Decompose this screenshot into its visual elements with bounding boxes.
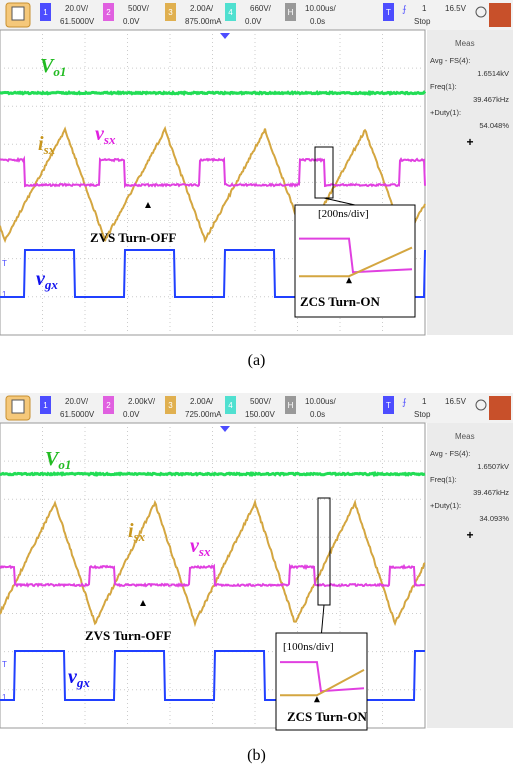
horizontal-scale: 10.00us/ bbox=[305, 4, 336, 13]
meas-add: + bbox=[466, 135, 473, 149]
horizontal-offset: 0.0s bbox=[310, 410, 325, 419]
meas-name: Avg - FS(4): bbox=[430, 449, 470, 458]
channel-scale: 20.0V/ bbox=[65, 4, 89, 13]
zcs-label: ZCS Turn-ON bbox=[287, 709, 367, 724]
channel-id: 1 bbox=[43, 401, 48, 410]
label-sub: gx bbox=[76, 675, 91, 690]
run-button bbox=[489, 3, 511, 27]
horizontal-id: H bbox=[288, 401, 294, 410]
channel-id: 3 bbox=[168, 8, 173, 17]
trigger-state: Stop bbox=[414, 17, 431, 26]
channel-scale: 20.0V/ bbox=[65, 397, 89, 406]
zoom-scale: [100ns/div] bbox=[283, 641, 334, 653]
caption: (a) bbox=[0, 352, 513, 370]
trigger-level: 16.5V bbox=[445, 397, 467, 406]
edge-marker: T bbox=[2, 259, 7, 268]
channel-id: 4 bbox=[228, 8, 233, 17]
menu-icon bbox=[12, 7, 24, 20]
horizontal-id: H bbox=[288, 8, 294, 17]
trigger-edge: ⨍ bbox=[402, 397, 407, 407]
meas-name: +Duty(1): bbox=[430, 501, 461, 510]
zvs-label: ZVS Turn-OFF bbox=[85, 628, 171, 643]
channel-scale: 500V/ bbox=[128, 4, 150, 13]
channel-offset: 0.0V bbox=[245, 17, 262, 26]
label-sub: sx bbox=[198, 544, 211, 559]
caption: (b) bbox=[0, 747, 513, 765]
page: {"panels":[ {"toolbar":{"channels":[{"id… bbox=[0, 0, 513, 769]
channel-offset: 875.00mA bbox=[185, 17, 222, 26]
channel-id: 2 bbox=[106, 8, 111, 17]
meas-value: 54.048% bbox=[479, 121, 509, 130]
meas-title: Meas bbox=[455, 432, 475, 441]
zoom-scale: [200ns/div] bbox=[318, 208, 369, 220]
channel-offset: 0.0V bbox=[123, 17, 140, 26]
label-sub: o1 bbox=[58, 457, 71, 472]
trigger-id: T bbox=[386, 8, 391, 17]
channel-offset: 0.0V bbox=[123, 410, 140, 419]
meas-name: Avg - FS(4): bbox=[430, 56, 470, 65]
channel-scale: 500V/ bbox=[250, 397, 272, 406]
vo1-trace bbox=[0, 473, 425, 474]
label-sub: sx bbox=[103, 132, 116, 147]
edge-marker: T bbox=[2, 660, 7, 669]
channel-offset: 725.00mA bbox=[185, 410, 222, 419]
meas-value: 39.467kHz bbox=[473, 95, 509, 104]
horizontal-scale: 10.00us/ bbox=[305, 397, 336, 406]
trigger-source: 1 bbox=[422, 397, 427, 406]
meas-value: 1.6514kV bbox=[477, 69, 509, 78]
horizontal-offset: 0.0s bbox=[310, 17, 325, 26]
channel-scale: 2.00kV/ bbox=[128, 397, 156, 406]
channel-id: 4 bbox=[228, 401, 233, 410]
channel-scale: 660V/ bbox=[250, 4, 272, 13]
meas-add: + bbox=[466, 528, 473, 542]
trigger-source: 1 bbox=[422, 4, 427, 13]
channel-offset: 61.5000V bbox=[60, 410, 95, 419]
label-sub: sx bbox=[43, 142, 56, 157]
meas-name: Freq(1): bbox=[430, 475, 457, 484]
run-button bbox=[489, 396, 511, 420]
meas-value: 34.093% bbox=[479, 514, 509, 523]
scope-screenshot: 1 20.0V/61.5000V 2 2.00kV/0.0V 3 2.00A/725.00… bbox=[0, 393, 513, 738]
channel-scale: 2.00A/ bbox=[190, 397, 214, 406]
channel-id: 3 bbox=[168, 401, 173, 410]
zcs-label: ZCS Turn-ON bbox=[300, 294, 380, 309]
meas-title: Meas bbox=[455, 39, 475, 48]
label-sub: gx bbox=[44, 277, 59, 292]
meas-name: +Duty(1): bbox=[430, 108, 461, 117]
meas-value: 1.6507kV bbox=[477, 462, 509, 471]
channel-id: 1 bbox=[43, 8, 48, 17]
channel-id: 2 bbox=[106, 401, 111, 410]
channel-offset: 61.5000V bbox=[60, 17, 95, 26]
trigger-state: Stop bbox=[414, 410, 431, 419]
zvs-label: ZVS Turn-OFF bbox=[90, 230, 176, 245]
label-sub: o1 bbox=[53, 64, 66, 79]
trigger-edge: ⨍ bbox=[402, 4, 407, 14]
label-sub: sx bbox=[133, 529, 146, 544]
trigger-level: 16.5V bbox=[445, 4, 467, 13]
vo1-trace bbox=[0, 92, 425, 93]
menu-icon bbox=[12, 400, 24, 413]
scope-screenshot: 1 20.0V/61.5000V 2 500V/0.0V 3 2.00A/875.00mA… bbox=[0, 0, 513, 345]
channel-offset: 150.00V bbox=[245, 410, 275, 419]
channel-scale: 2.00A/ bbox=[190, 4, 214, 13]
meas-value: 39.467kHz bbox=[473, 488, 509, 497]
trigger-id: T bbox=[386, 401, 391, 410]
meas-name: Freq(1): bbox=[430, 82, 457, 91]
